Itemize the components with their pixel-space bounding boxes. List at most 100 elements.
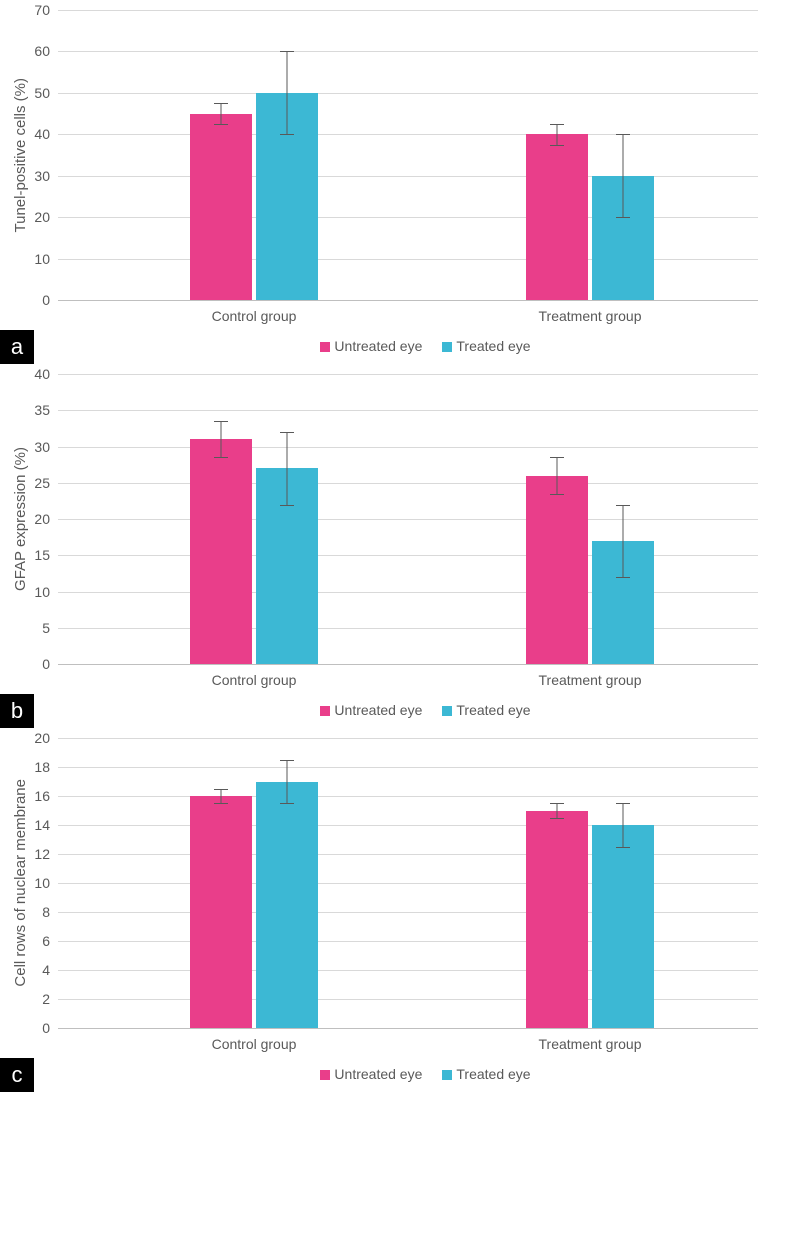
y-tick-label: 30	[34, 168, 58, 184]
error-bar	[623, 505, 624, 578]
legend-item-treated: Treated eye	[442, 1066, 530, 1082]
panel-c: 02468101214161820Control groupTreatment …	[0, 728, 793, 1092]
grid-line	[58, 447, 758, 448]
error-bar	[221, 789, 222, 804]
error-cap	[214, 421, 228, 422]
error-cap	[214, 789, 228, 790]
error-bar	[557, 803, 558, 818]
y-tick-label: 25	[34, 475, 58, 491]
error-cap	[616, 505, 630, 506]
bar-treated	[592, 825, 654, 1028]
error-cap	[550, 818, 564, 819]
error-cap	[280, 505, 294, 506]
chart-b: 0510152025303540Control groupTreatment g…	[58, 364, 793, 728]
legend-swatch	[442, 342, 452, 352]
y-axis-label: Cell rows of nuclear membrane	[12, 779, 29, 987]
error-cap	[214, 103, 228, 104]
error-cap	[280, 51, 294, 52]
grid-line	[58, 374, 758, 375]
legend-swatch	[320, 1070, 330, 1080]
bar-untreated	[190, 114, 252, 300]
error-bar	[557, 457, 558, 493]
y-tick-label: 12	[34, 846, 58, 862]
plot-area: 02468101214161820Control groupTreatment …	[58, 738, 758, 1028]
error-bar	[287, 51, 288, 134]
legend-label: Untreated eye	[334, 1066, 422, 1082]
y-tick-label: 30	[34, 439, 58, 455]
error-cap	[214, 803, 228, 804]
error-cap	[280, 134, 294, 135]
y-tick-label: 20	[34, 511, 58, 527]
y-tick-label: 70	[34, 2, 58, 18]
bar-untreated	[190, 439, 252, 664]
error-cap	[616, 847, 630, 848]
x-tick-label: Control group	[212, 664, 297, 688]
error-bar	[287, 760, 288, 804]
bar-treated	[256, 782, 318, 1029]
panel-label: b	[0, 694, 34, 728]
error-bar	[221, 421, 222, 457]
y-tick-label: 14	[34, 817, 58, 833]
legend-label: Treated eye	[456, 338, 530, 354]
y-axis-label: GFAP expression (%)	[12, 447, 29, 591]
grid-line	[58, 51, 758, 52]
panel-label: c	[0, 1058, 34, 1092]
x-tick-label: Treatment group	[539, 300, 642, 324]
y-tick-label: 40	[34, 366, 58, 382]
y-tick-label: 10	[34, 584, 58, 600]
y-tick-label: 40	[34, 126, 58, 142]
y-tick-label: 15	[34, 547, 58, 563]
y-tick-label: 8	[42, 904, 58, 920]
legend-item-untreated: Untreated eye	[320, 1066, 422, 1082]
grid-line	[58, 410, 758, 411]
y-tick-label: 35	[34, 402, 58, 418]
y-tick-label: 60	[34, 43, 58, 59]
bar-untreated	[190, 796, 252, 1028]
y-tick-label: 2	[42, 991, 58, 1007]
y-axis-label: Tunel-positive cells (%)	[12, 78, 29, 233]
x-tick-label: Control group	[212, 300, 297, 324]
legend: Untreated eye Treated eye	[58, 1028, 793, 1092]
error-bar	[287, 432, 288, 505]
bar-untreated	[526, 476, 588, 665]
error-cap	[214, 457, 228, 458]
legend-swatch	[320, 706, 330, 716]
error-cap	[550, 494, 564, 495]
error-cap	[550, 124, 564, 125]
bar-untreated	[526, 134, 588, 300]
y-tick-label: 5	[42, 620, 58, 636]
panel-b: 0510152025303540Control groupTreatment g…	[0, 364, 793, 728]
legend-item-treated: Treated eye	[442, 338, 530, 354]
error-bar	[623, 803, 624, 847]
legend-swatch	[320, 342, 330, 352]
error-bar	[623, 134, 624, 217]
y-tick-label: 20	[34, 730, 58, 746]
error-cap	[280, 803, 294, 804]
error-cap	[616, 217, 630, 218]
bar-untreated	[526, 811, 588, 1029]
legend: Untreated eyeTreated eye	[58, 664, 793, 728]
error-cap	[550, 457, 564, 458]
grid-line	[58, 93, 758, 94]
plot-area: 010203040506070Control groupTreatment gr…	[58, 10, 758, 300]
legend-item-untreated: Untreated eye	[320, 338, 422, 354]
chart-a: 010203040506070Control groupTreatment gr…	[58, 0, 793, 364]
grid-line	[58, 738, 758, 739]
y-tick-label: 0	[42, 292, 58, 308]
legend-item-untreated: Untreated eye	[320, 702, 422, 718]
error-cap	[550, 145, 564, 146]
grid-line	[58, 796, 758, 797]
grid-line	[58, 10, 758, 11]
grid-line	[58, 767, 758, 768]
x-tick-label: Treatment group	[539, 1028, 642, 1052]
panel-a: 010203040506070Control groupTreatment gr…	[0, 0, 793, 364]
y-tick-label: 4	[42, 962, 58, 978]
grid-line	[58, 483, 758, 484]
x-axis-line	[58, 300, 758, 301]
error-cap	[214, 124, 228, 125]
y-tick-label: 16	[34, 788, 58, 804]
y-tick-label: 6	[42, 933, 58, 949]
y-tick-label: 10	[34, 251, 58, 267]
grid-line	[58, 134, 758, 135]
x-tick-label: Treatment group	[539, 664, 642, 688]
